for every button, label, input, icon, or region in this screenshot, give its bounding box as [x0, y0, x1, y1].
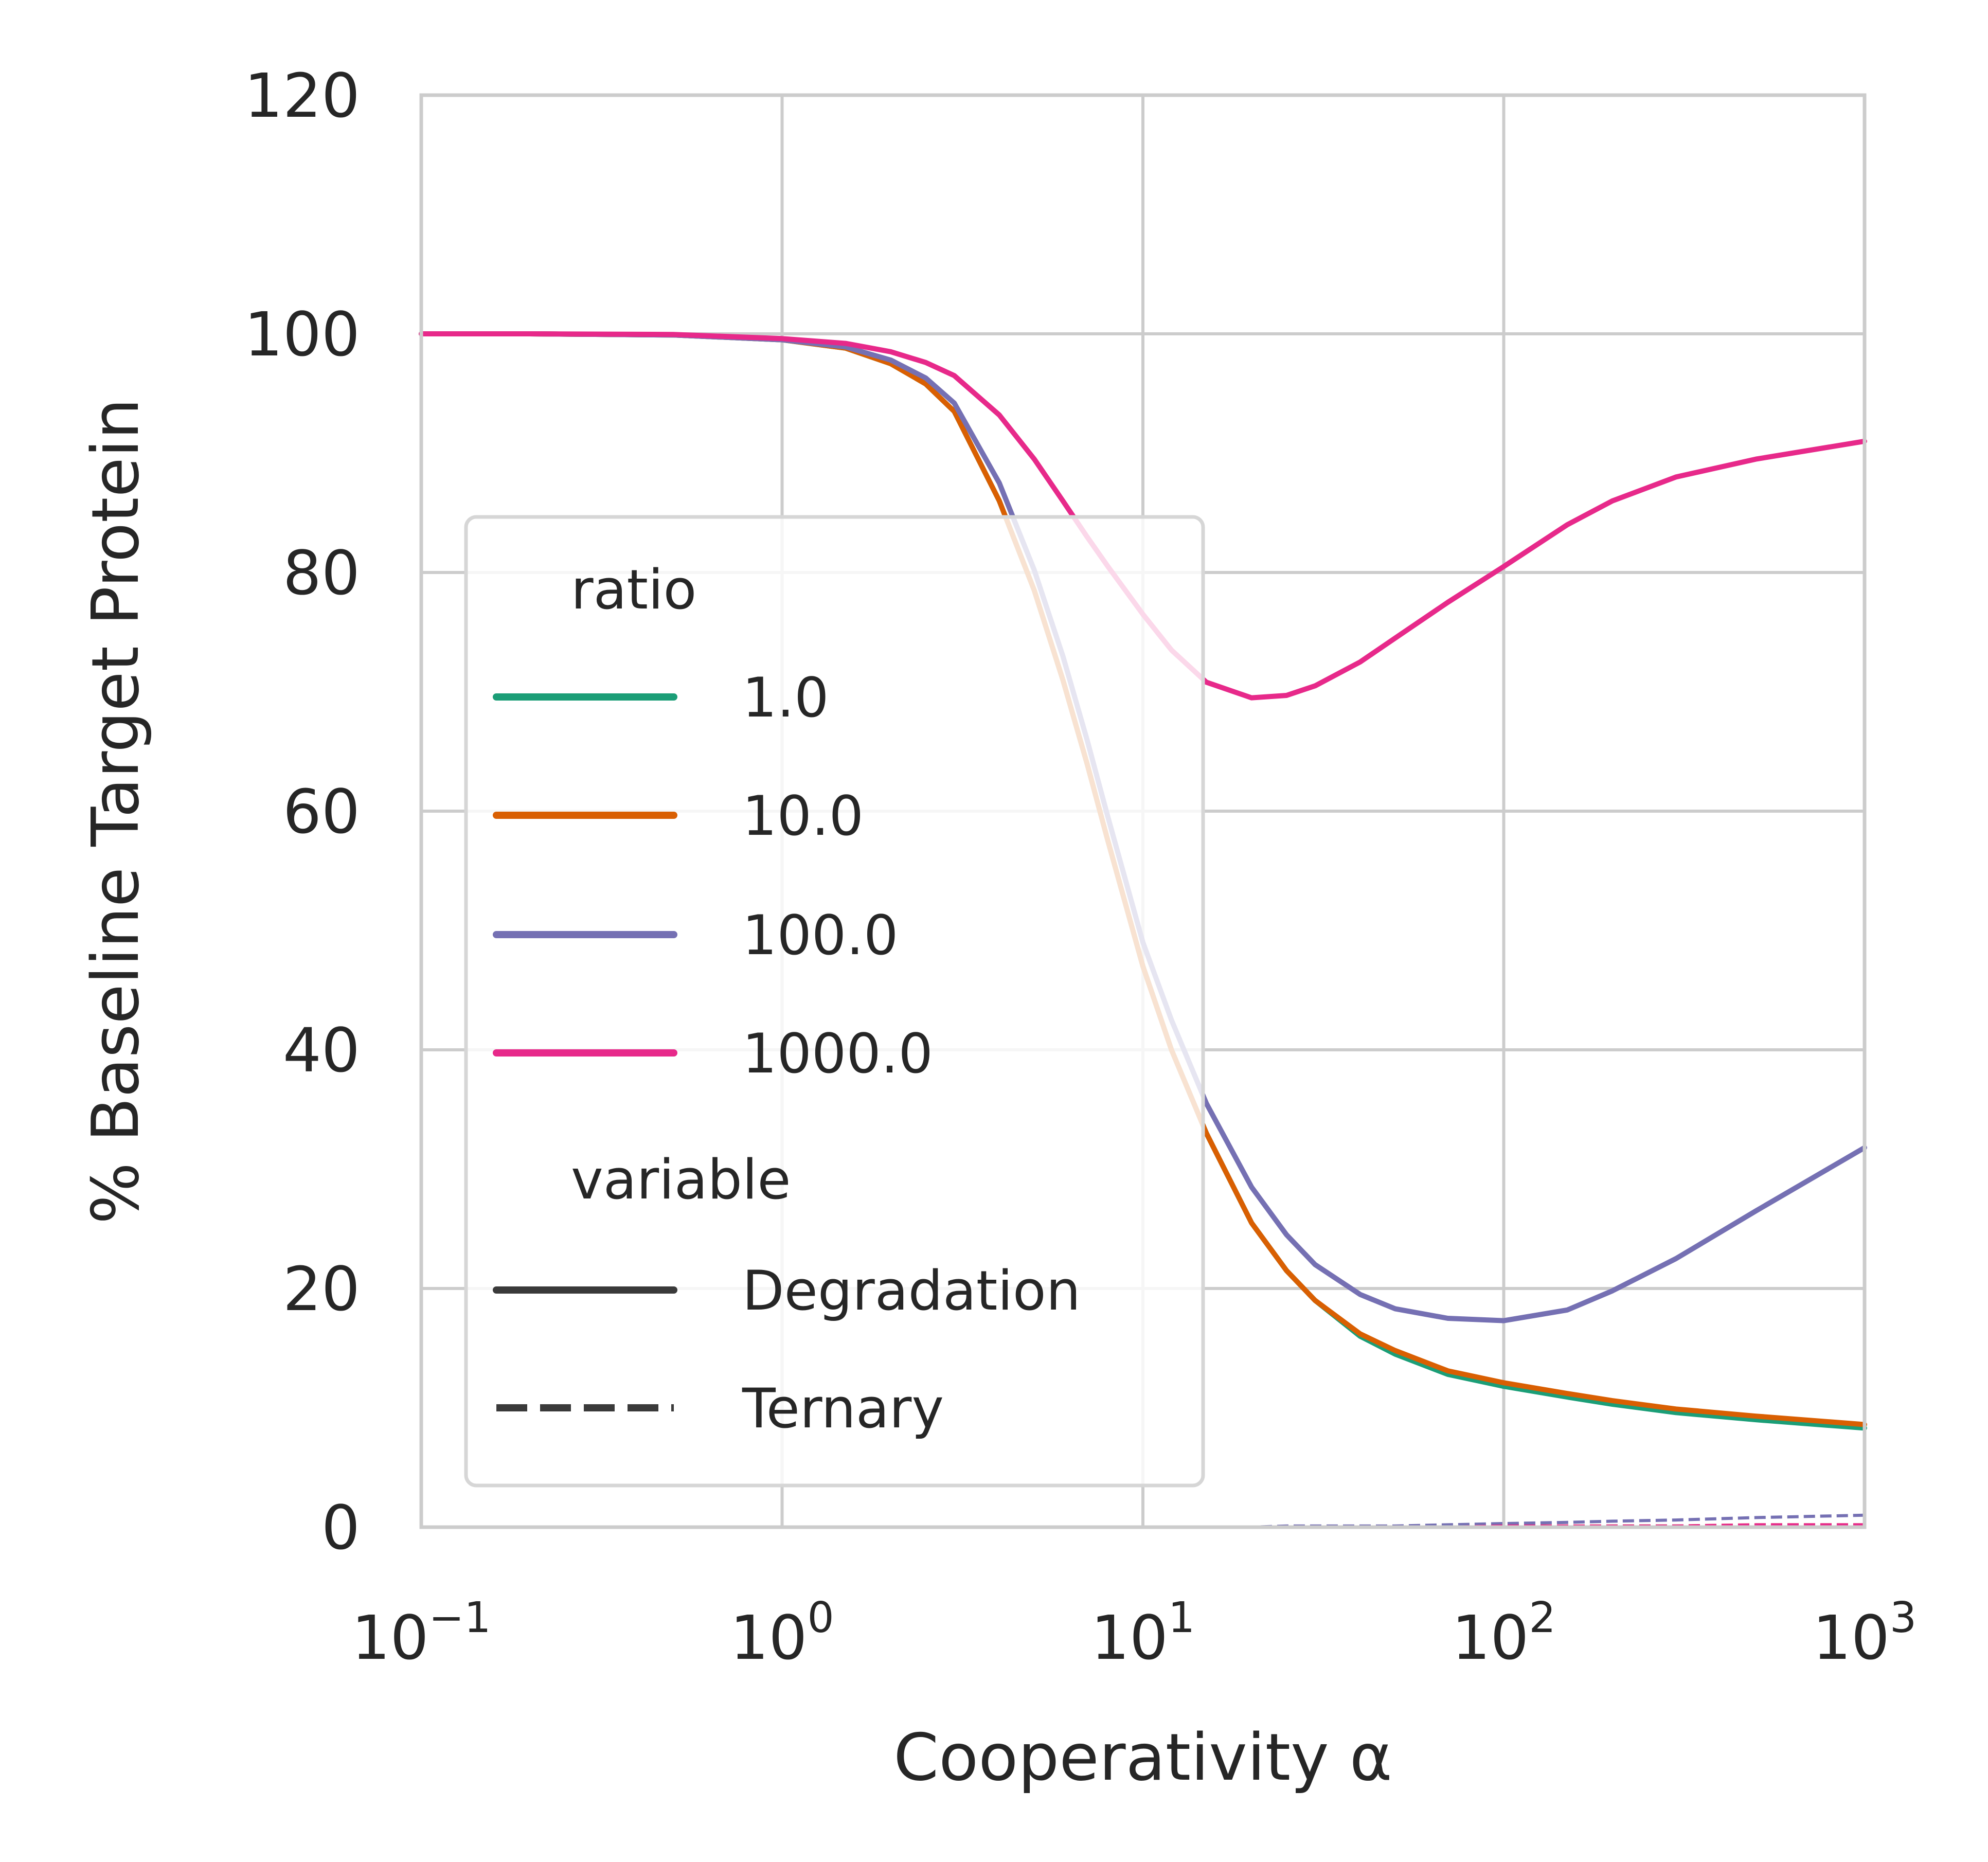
- legend-label-10.0: 10.0: [742, 784, 864, 848]
- legend-title-variable: variable: [571, 1148, 791, 1211]
- legend-label-ternary: Ternary: [742, 1377, 944, 1440]
- y-tick-label: 100: [244, 299, 360, 370]
- y-tick-label: 60: [283, 776, 360, 847]
- legend-label-degradation: Degradation: [742, 1259, 1081, 1322]
- x-axis-label: Cooperativity α: [893, 1720, 1392, 1795]
- legend-box: [464, 515, 1205, 1488]
- legend: ratio 1.0 10.0 100.0 1000.0 variable Degradati…: [464, 515, 1205, 1488]
- x-ticks: 10−1 100 101 102 103: [351, 1594, 1917, 1673]
- y-axis-label: % Baseline Target Protein: [78, 398, 153, 1224]
- x-tick-label: 101: [1091, 1594, 1195, 1673]
- x-tick-label: 102: [1452, 1594, 1555, 1673]
- x-tick-label: 103: [1813, 1594, 1917, 1673]
- y-tick-label: 40: [283, 1015, 360, 1086]
- legend-label-1000.0: 1000.0: [742, 1022, 933, 1085]
- y-tick-label: 0: [321, 1492, 360, 1563]
- x-tick-label: 10−1: [351, 1594, 491, 1673]
- legend-label-1.0: 1.0: [742, 666, 829, 729]
- y-ticks: 0 20 40 60 80 100 120: [244, 60, 360, 1563]
- x-tick-label: 100: [730, 1594, 834, 1673]
- y-tick-label: 120: [244, 60, 360, 131]
- legend-label-100.0: 100.0: [742, 904, 898, 967]
- y-tick-label: 20: [283, 1254, 360, 1324]
- plot-frame: [419, 93, 1867, 1529]
- legend-title-ratio: ratio: [571, 558, 696, 621]
- y-tick-label: 80: [283, 538, 360, 608]
